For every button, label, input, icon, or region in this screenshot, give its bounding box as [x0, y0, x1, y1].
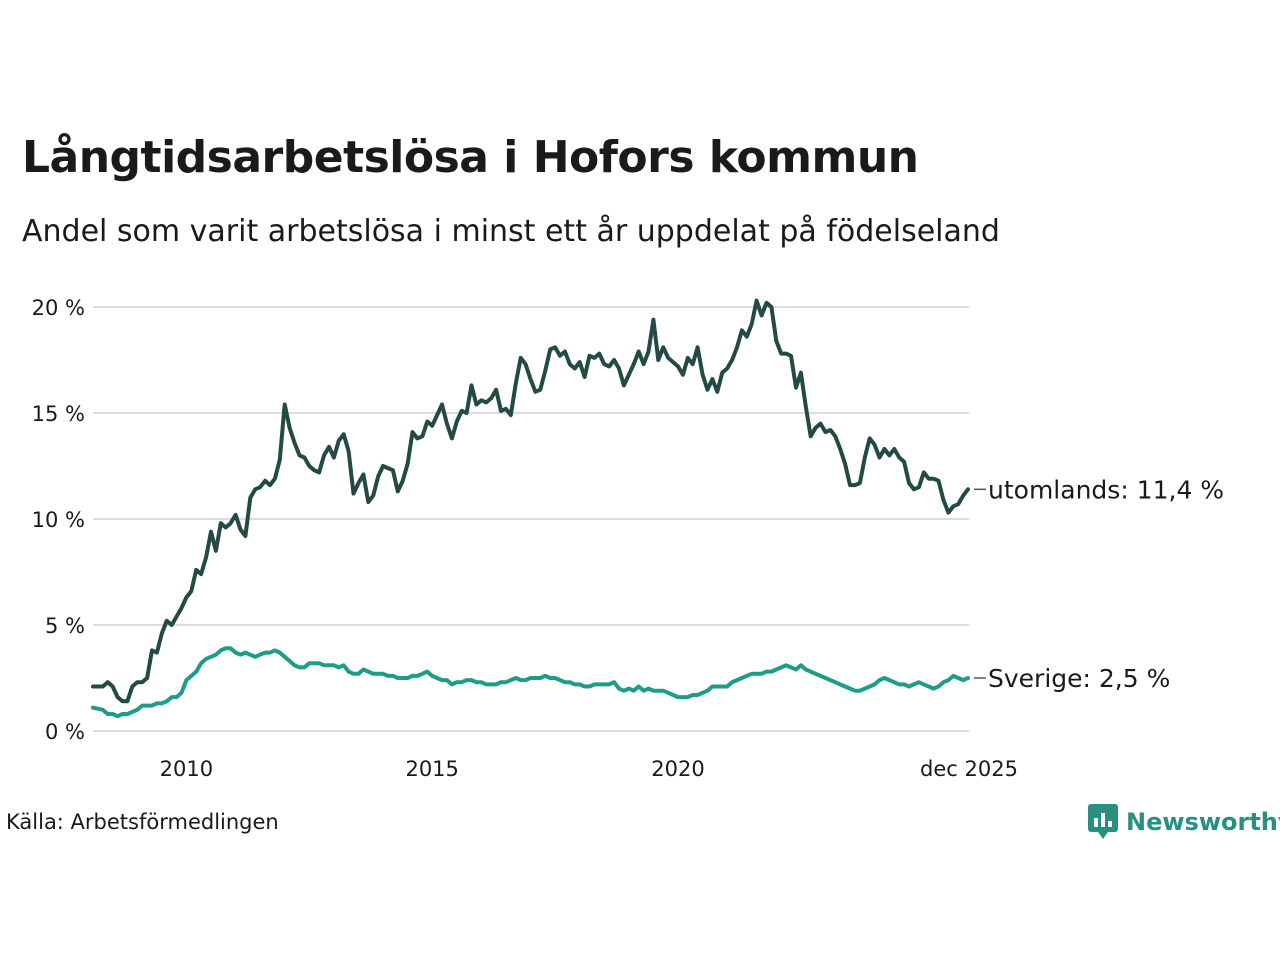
- y-axis: 0 % 5 % 10 % 15 % 20 %: [32, 296, 85, 744]
- y-tick-label: 0 %: [45, 720, 85, 744]
- x-tick-label: 2020: [651, 757, 704, 781]
- x-tick-label: 2015: [405, 757, 458, 781]
- series-line-utomlands: [91, 298, 970, 704]
- newsworthy-logo-icon: [1088, 804, 1118, 839]
- chart-title: Långtidsarbetslösa i Hofors kommun: [22, 132, 919, 183]
- chart-subtitle: Andel som varit arbetslösa i minst ett å…: [22, 214, 1000, 249]
- grid-layer: [93, 306, 969, 732]
- brand-name: Newsworthy: [1126, 808, 1280, 836]
- brand-logo: Newsworthy: [1088, 804, 1280, 840]
- series-line-sverige: [91, 646, 970, 719]
- y-tick-label: 15 %: [32, 402, 85, 426]
- end-label-utomlands: utomlands: 11,4 %: [988, 475, 1224, 504]
- y-tick-label: 5 %: [45, 614, 85, 638]
- y-tick-label: 10 %: [32, 508, 85, 532]
- y-tick-label: 20 %: [32, 296, 85, 320]
- series-layer: [91, 298, 970, 719]
- x-tick-label: 2010: [160, 757, 213, 781]
- x-axis: 2010 2015 2020 dec 2025: [160, 757, 1018, 781]
- source-note: Källa: Arbetsförmedlingen: [6, 810, 279, 834]
- end-labels: utomlands: 11,4 % Sverige: 2,5 %: [974, 475, 1224, 693]
- end-label-sverige: Sverige: 2,5 %: [988, 664, 1170, 693]
- x-tick-label: dec 2025: [920, 757, 1018, 781]
